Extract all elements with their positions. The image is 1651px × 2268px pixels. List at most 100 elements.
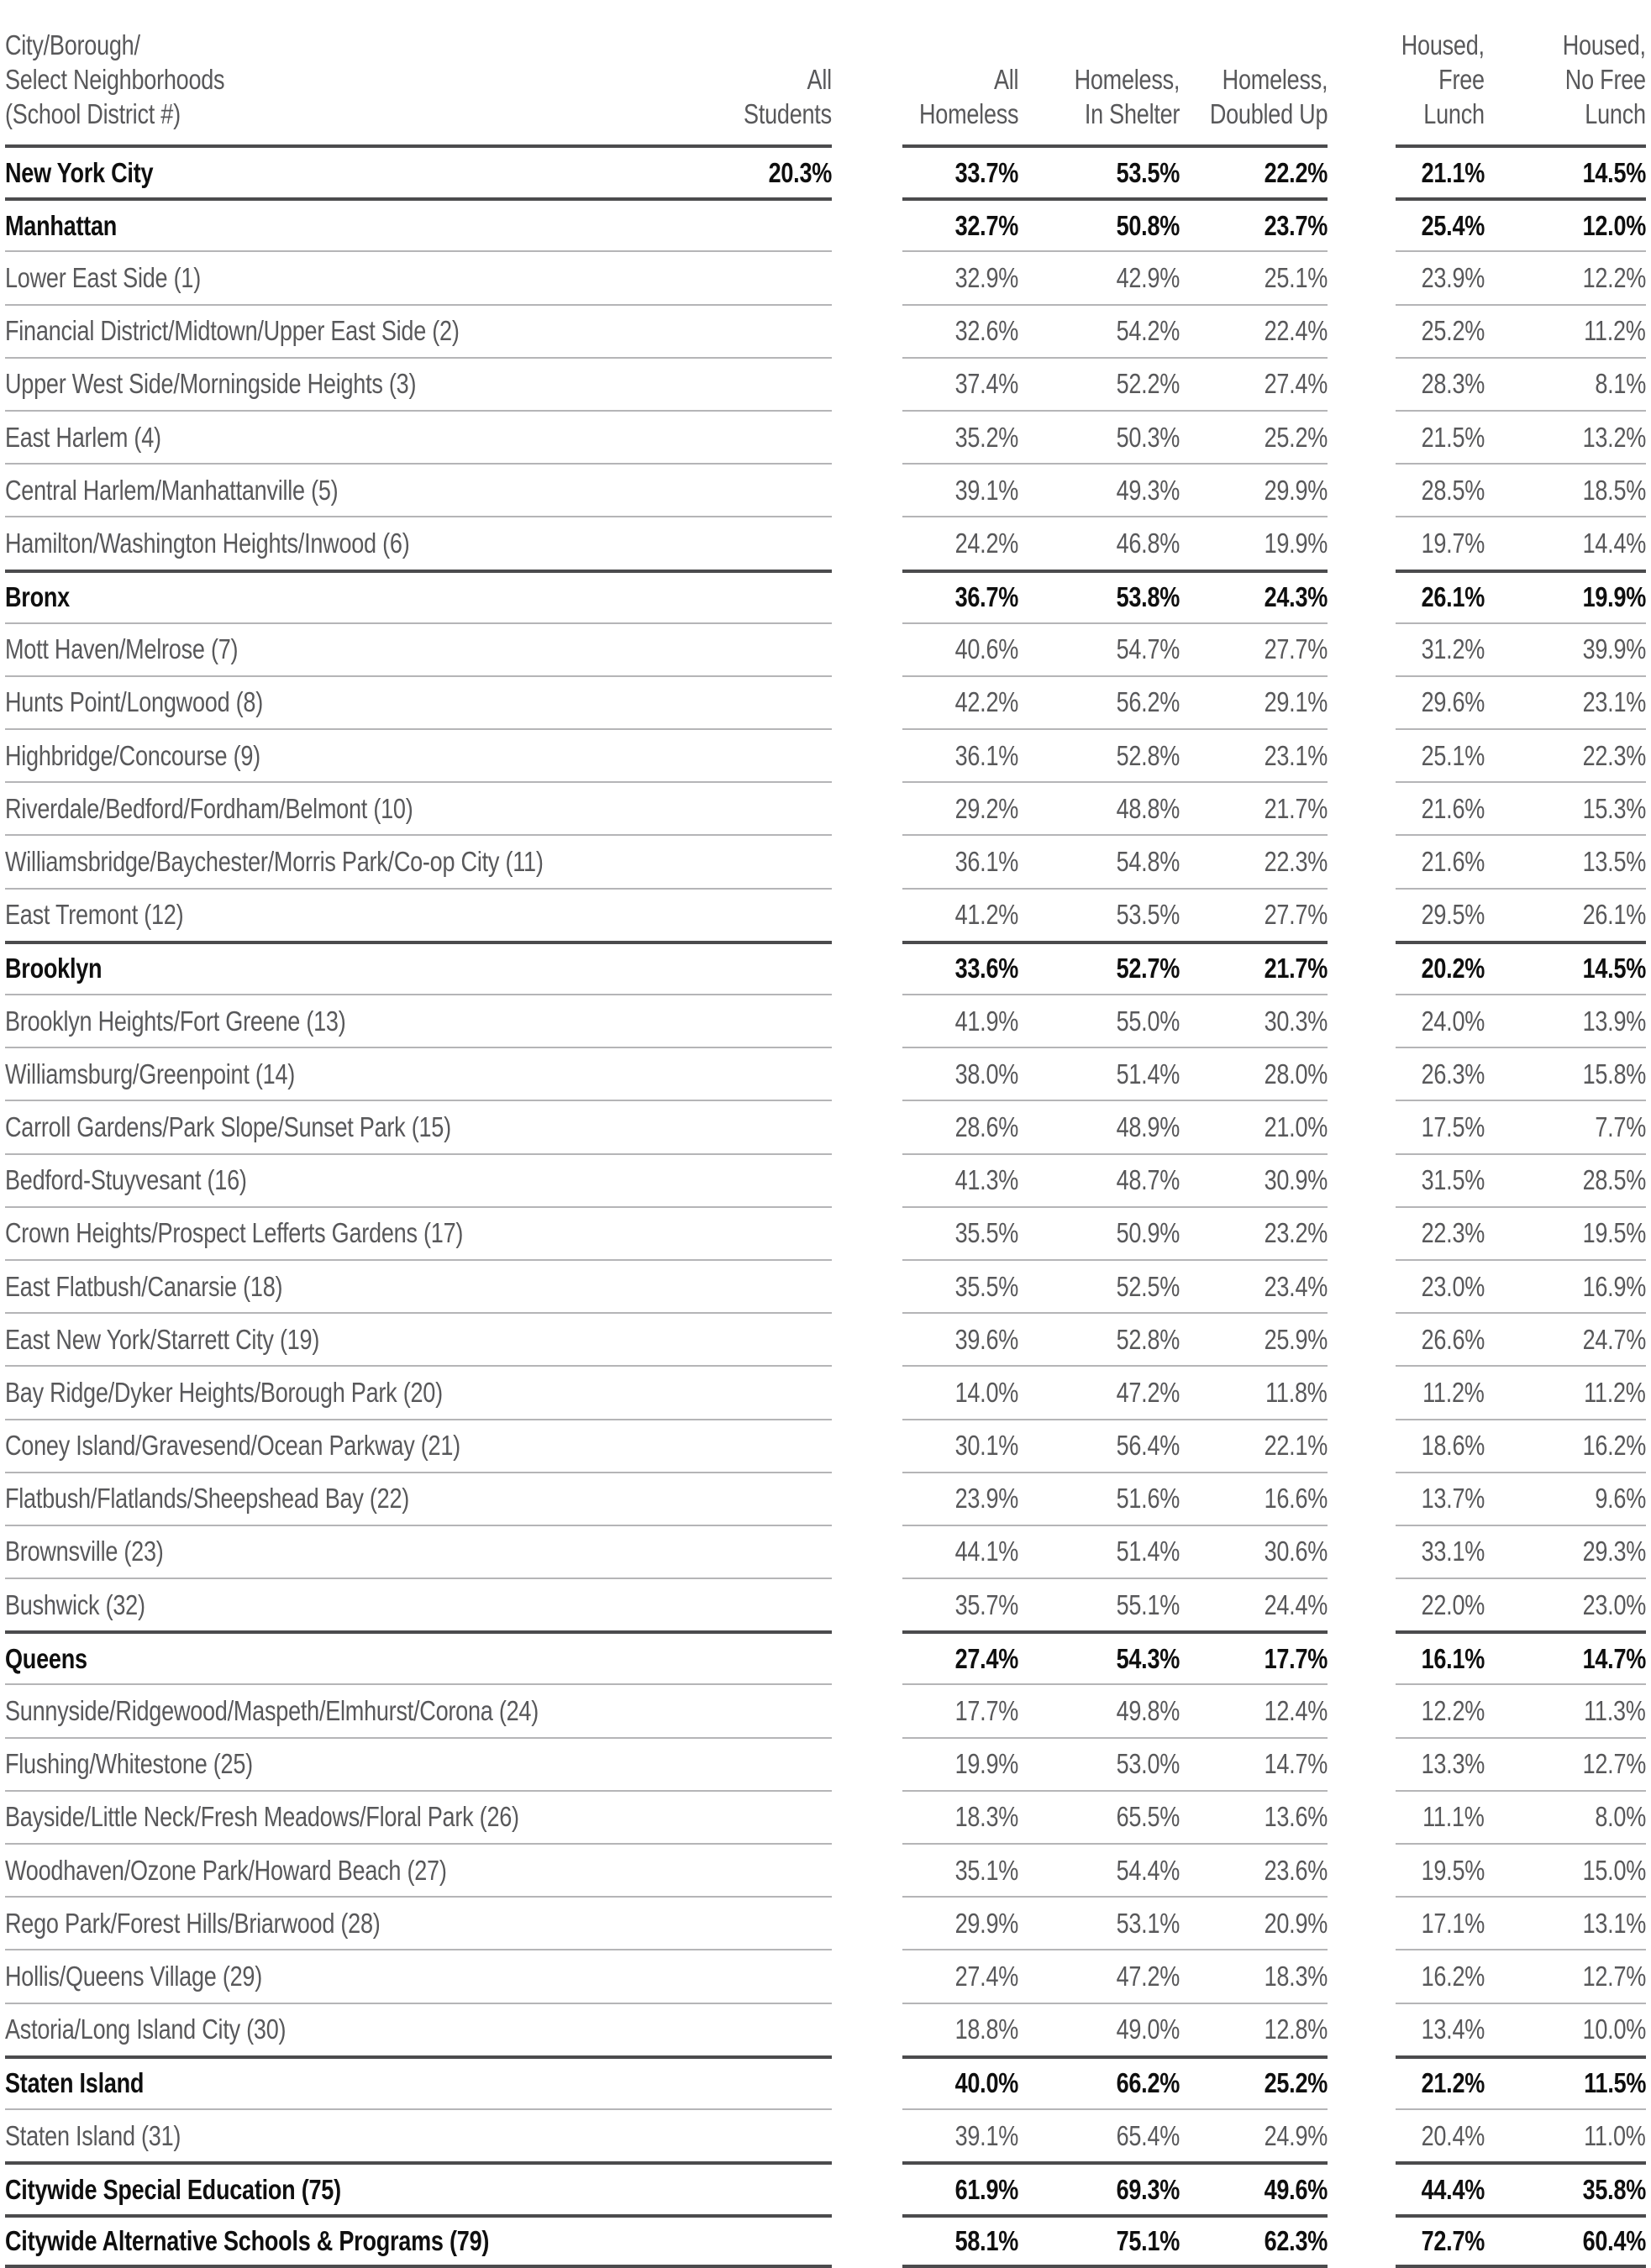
column-gap <box>832 1578 902 1630</box>
cell-in-shelter: 53.1% <box>1018 1896 1180 1949</box>
column-gap <box>1328 1630 1396 1683</box>
cell-doubled-up: 29.9% <box>1180 463 1328 516</box>
row-label: Citywide Alternative Schools & Programs … <box>5 2214 555 2268</box>
cell-all-homeless: 17.7% <box>902 1683 1018 1736</box>
cell-in-shelter: 50.9% <box>1018 1205 1180 1259</box>
column-gap <box>832 1472 902 1525</box>
column-gap <box>832 1312 902 1365</box>
column-header-neighborhood: City/Borough/ Select Neighborhoods (Scho… <box>5 0 555 144</box>
cell-in-shelter: 53.5% <box>1018 144 1180 197</box>
cell-no-free-lunch: 24.7% <box>1485 1312 1646 1365</box>
table-row: Highbridge/Concourse (9) 36.1% 52.8% 23.… <box>5 728 1651 781</box>
column-gap <box>832 888 902 941</box>
column-gap <box>832 1259 902 1312</box>
column-gap <box>832 144 902 197</box>
column-gap <box>1328 994 1396 1047</box>
cell-all-students <box>555 781 832 834</box>
row-label: Coney Island/Gravesend/Ocean Parkway (21… <box>5 1418 555 1472</box>
cell-all-homeless: 27.4% <box>902 1630 1018 1683</box>
cell-no-free-lunch: 14.7% <box>1485 1630 1646 1683</box>
table-row: East New York/Starrett City (19) 39.6% 5… <box>5 1312 1651 1365</box>
cell-all-homeless: 14.0% <box>902 1365 1018 1418</box>
cell-doubled-up: 23.6% <box>1180 1843 1328 1896</box>
cell-all-homeless: 42.2% <box>902 675 1018 728</box>
cell-free-lunch: 33.1% <box>1396 1524 1485 1578</box>
cell-in-shelter: 46.8% <box>1018 516 1180 569</box>
cell-no-free-lunch: 15.3% <box>1485 781 1646 834</box>
cell-all-homeless: 36.7% <box>902 569 1018 622</box>
column-gap <box>1328 1683 1396 1736</box>
cell-all-students <box>555 356 832 410</box>
cell-no-free-lunch: 13.1% <box>1485 1896 1646 1949</box>
table-row: Bushwick (32) 35.7% 55.1% 24.4% 22.0% 23… <box>5 1578 1651 1630</box>
table-row: Hunts Point/Longwood (8) 42.2% 56.2% 29.… <box>5 675 1651 728</box>
row-label: Manhattan <box>5 197 555 250</box>
cell-free-lunch: 21.5% <box>1396 409 1485 463</box>
cell-doubled-up: 18.3% <box>1180 1949 1328 2002</box>
cell-free-lunch: 23.0% <box>1396 1258 1485 1312</box>
cell-in-shelter: 48.9% <box>1018 1100 1180 1152</box>
column-gap <box>832 1790 902 1843</box>
row-label: Astoria/Long Island City (30) <box>5 2002 555 2055</box>
column-header-no-free-lunch: Housed, No Free Lunch <box>1485 0 1646 144</box>
cell-in-shelter: 50.3% <box>1018 409 1180 463</box>
column-gap <box>832 250 902 303</box>
column-header-all-students: All Students <box>555 0 832 144</box>
table-row: Bedford-Stuyvesant (16) 41.3% 48.7% 30.9… <box>5 1152 1651 1206</box>
cell-all-homeless: 23.9% <box>902 1471 1018 1525</box>
cell-no-free-lunch: 12.7% <box>1485 1736 1646 1790</box>
cell-all-students <box>555 409 832 463</box>
cell-in-shelter: 42.9% <box>1018 250 1180 303</box>
column-header-all-homeless: All Homeless <box>902 0 1019 144</box>
column-gap <box>1328 144 1396 197</box>
cell-all-students <box>555 1843 832 1896</box>
cell-in-shelter: 54.4% <box>1018 1843 1180 1896</box>
cell-in-shelter: 48.8% <box>1018 781 1180 834</box>
cell-in-shelter: 47.2% <box>1018 1949 1180 2002</box>
table-row: Carroll Gardens/Park Slope/Sunset Park (… <box>5 1100 1651 1152</box>
cell-no-free-lunch: 23.1% <box>1485 675 1646 728</box>
table-row: Riverdale/Bedford/Fordham/Belmont (10) 2… <box>5 781 1651 834</box>
cell-doubled-up: 20.9% <box>1180 1896 1328 1949</box>
table-row: East Flatbush/Canarsie (18) 35.5% 52.5% … <box>5 1258 1651 1312</box>
cell-all-students <box>555 1418 832 1472</box>
column-gap <box>832 1843 902 1896</box>
cell-no-free-lunch: 23.0% <box>1485 1578 1646 1630</box>
column-gap <box>832 1683 902 1736</box>
column-gap <box>1328 2214 1396 2267</box>
cell-in-shelter: 56.2% <box>1018 675 1180 728</box>
cell-doubled-up: 62.3% <box>1180 2214 1328 2268</box>
column-gap <box>1328 516 1396 569</box>
table-row: Astoria/Long Island City (30) 18.8% 49.0… <box>5 2002 1651 2055</box>
table-row: Citywide Alternative Schools & Programs … <box>5 2214 1651 2268</box>
cell-doubled-up: 25.9% <box>1180 1312 1328 1365</box>
row-label: Riverdale/Bedford/Fordham/Belmont (10) <box>5 781 555 834</box>
column-header-doubled-up-label: Homeless, Doubled Up <box>1209 64 1328 129</box>
cell-all-students <box>555 250 832 303</box>
row-label: Bay Ridge/Dyker Heights/Borough Park (20… <box>5 1365 555 1418</box>
table-row: Staten Island (31) 39.1% 65.4% 24.9% 20.… <box>5 2108 1651 2161</box>
cell-free-lunch: 28.3% <box>1396 356 1485 410</box>
cell-free-lunch: 22.0% <box>1396 1578 1485 1630</box>
cell-all-students <box>555 1365 832 1418</box>
cell-no-free-lunch: 10.0% <box>1485 2002 1646 2055</box>
column-header-free-lunch: Housed, Free Lunch <box>1396 0 1485 144</box>
cell-free-lunch: 17.1% <box>1396 1896 1485 1949</box>
column-gap <box>832 1630 902 1683</box>
column-gap <box>832 994 902 1047</box>
cell-no-free-lunch: 8.1% <box>1485 356 1646 410</box>
column-gap <box>1328 834 1396 887</box>
column-gap <box>1328 1578 1396 1630</box>
column-gap <box>1328 197 1396 250</box>
cell-in-shelter: 51.4% <box>1018 1524 1180 1578</box>
cell-no-free-lunch: 28.5% <box>1485 1152 1646 1206</box>
column-gap <box>1328 941 1396 994</box>
cell-doubled-up: 16.6% <box>1180 1471 1328 1525</box>
cell-free-lunch: 17.5% <box>1396 1100 1485 1152</box>
cell-all-students <box>555 2108 832 2161</box>
cell-no-free-lunch: 15.0% <box>1485 1843 1646 1896</box>
cell-doubled-up: 24.4% <box>1180 1578 1328 1630</box>
cell-doubled-up: 27.4% <box>1180 356 1328 410</box>
cell-doubled-up: 30.6% <box>1180 1524 1328 1578</box>
